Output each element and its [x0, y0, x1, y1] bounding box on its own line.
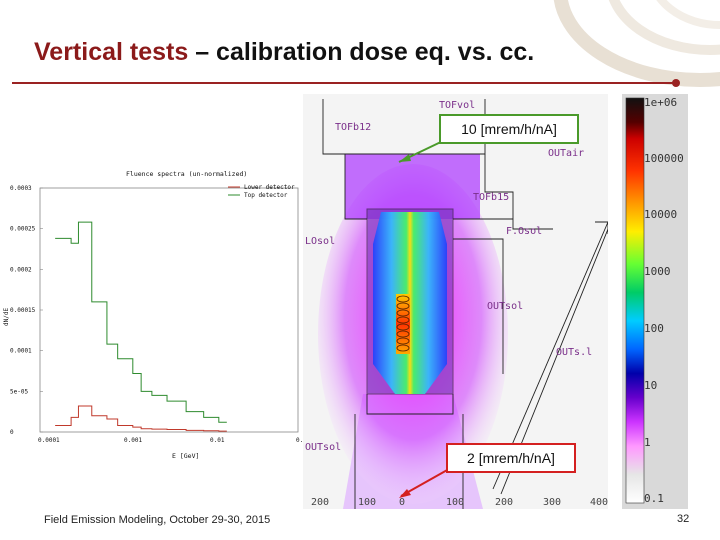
scale-label-1e1: 10	[644, 379, 657, 392]
chart-title: Fluence spectra (un-normalized)	[126, 170, 247, 178]
callout-bottom-dose: 2 [mrem/h/nA]	[446, 443, 576, 473]
x-axis-label: E [GeV]	[172, 452, 199, 460]
slide-number: 32	[677, 513, 690, 525]
dose-color-scale: 1e+06 100000 10000 1000 100 10 1 0.1	[622, 94, 688, 509]
corner-decoration	[500, 0, 720, 95]
title-rest: – calibration dose eq. vs. cc.	[188, 38, 535, 66]
scale-label-1e2: 100	[644, 322, 664, 335]
legend-label-lower: Lower detector	[244, 184, 295, 191]
footer-text: Field Emission Modeling, October 29-30, …	[44, 514, 271, 526]
y-tick-label: 0.0001	[10, 348, 32, 355]
title-accent: Vertical tests	[34, 38, 189, 66]
title-divider-dot	[672, 79, 680, 87]
y-tick-label: 0	[10, 429, 14, 436]
y-tick-label: 0.0002	[10, 266, 32, 273]
callout-arrowhead-top	[399, 154, 411, 162]
x-tick-200: 200	[495, 497, 513, 508]
scale-label-1e3: 1000	[644, 265, 671, 278]
x-tick-label: 0.001	[124, 437, 142, 444]
scale-label-1e4: 10000	[644, 208, 677, 221]
label-outsol-mid: OUTsol	[487, 301, 523, 312]
y-axis-label: dN/dE	[3, 308, 10, 326]
legend-label-top: Top detector	[244, 192, 288, 199]
scale-label-1: 1	[644, 436, 651, 449]
callout-arrow-bottom	[400, 468, 450, 497]
label-fosol: F.Osol	[506, 226, 542, 237]
x-tick-200-left: 200	[311, 497, 329, 508]
x-tick-400: 400	[590, 497, 608, 508]
title-divider	[12, 82, 676, 84]
y-tick-label: 0.00025	[10, 226, 36, 233]
label-tofb15: TOFb15	[473, 192, 509, 203]
x-ticks: 0.0001 0.001 0.01 0.1	[38, 437, 305, 444]
x-tick-0: 0	[399, 497, 405, 508]
label-outsl: OUTs.l	[556, 347, 592, 358]
chart-legend: Lower detector Top detector	[228, 184, 295, 199]
x-tick-300: 300	[543, 497, 561, 508]
y-tick-label: 5e-05	[10, 388, 28, 395]
x-tick-100: 100	[446, 497, 464, 508]
label-outsol-left: OUTsol	[305, 442, 341, 453]
y-ticks: 0.0003 0.00025 0.0002 0.00015 0.0001 5e-05 0	[10, 185, 43, 436]
scale-label-1e5: 100000	[644, 152, 684, 165]
label-tofvol: TOFvol	[439, 100, 475, 111]
cavity-cells	[396, 295, 410, 352]
callout-arrowhead-bottom	[399, 489, 411, 498]
upper-vessel	[345, 154, 480, 219]
slide-title: Vertical tests – calibration dose eq. vs…	[34, 38, 534, 67]
label-losol: LOsol	[305, 236, 335, 247]
label-tofb12: TOFb12	[335, 122, 371, 133]
scale-label-01: 0.1	[644, 492, 664, 505]
callout-top-dose: 10 [mrem/h/nA]	[439, 114, 579, 144]
series-line-0	[55, 405, 227, 432]
y-tick-label: 0.00015	[10, 307, 36, 314]
x-tick-label: 0.01	[210, 437, 225, 444]
color-scale-gradient	[625, 97, 645, 504]
dose-map-panel: TOFvol TOFb12 OUTair TOFb15 LOsol F.Osol…	[303, 94, 609, 509]
series-line-1	[55, 221, 227, 423]
x-tick-label: 0.0001	[38, 437, 60, 444]
label-outair: OUTair	[548, 148, 584, 159]
y-tick-label: 0.0003	[10, 185, 32, 192]
fluence-spectra-chart: Fluence spectra (un-normalized) dN/dE E …	[3, 170, 305, 460]
series-group	[55, 221, 227, 432]
x-tick-label: 0.1	[296, 437, 305, 444]
scale-label-1e6: 1e+06	[644, 96, 677, 109]
x-tick-100-left: 100	[358, 497, 376, 508]
